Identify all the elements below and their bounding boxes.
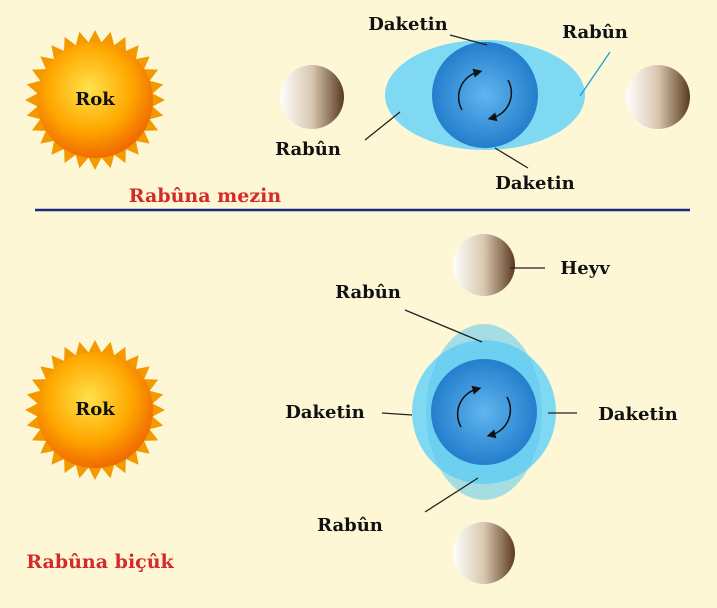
moon	[280, 65, 344, 129]
label: Rabûn	[275, 139, 341, 160]
diagram: Rok Daketin Rabûn Rabûn Daketin Rabûna m…	[0, 0, 717, 608]
earth	[431, 359, 537, 465]
sun-label: Rok	[75, 89, 115, 110]
label: Daketin	[598, 404, 677, 425]
moon	[453, 234, 515, 296]
caption: Rabûna biçûk	[26, 551, 174, 573]
earth	[432, 42, 538, 148]
label: Daketin	[368, 14, 447, 35]
label: Rabûn	[335, 282, 401, 303]
sun-label: Rok	[75, 399, 115, 420]
label: Daketin	[285, 402, 364, 423]
label: Daketin	[495, 173, 574, 194]
label: Rabûn	[317, 515, 383, 536]
moon	[626, 65, 690, 129]
label: Rabûn	[562, 22, 628, 43]
caption: Rabûna mezin	[129, 185, 282, 207]
moon-label: Heyv	[560, 258, 610, 279]
moon	[453, 522, 515, 584]
